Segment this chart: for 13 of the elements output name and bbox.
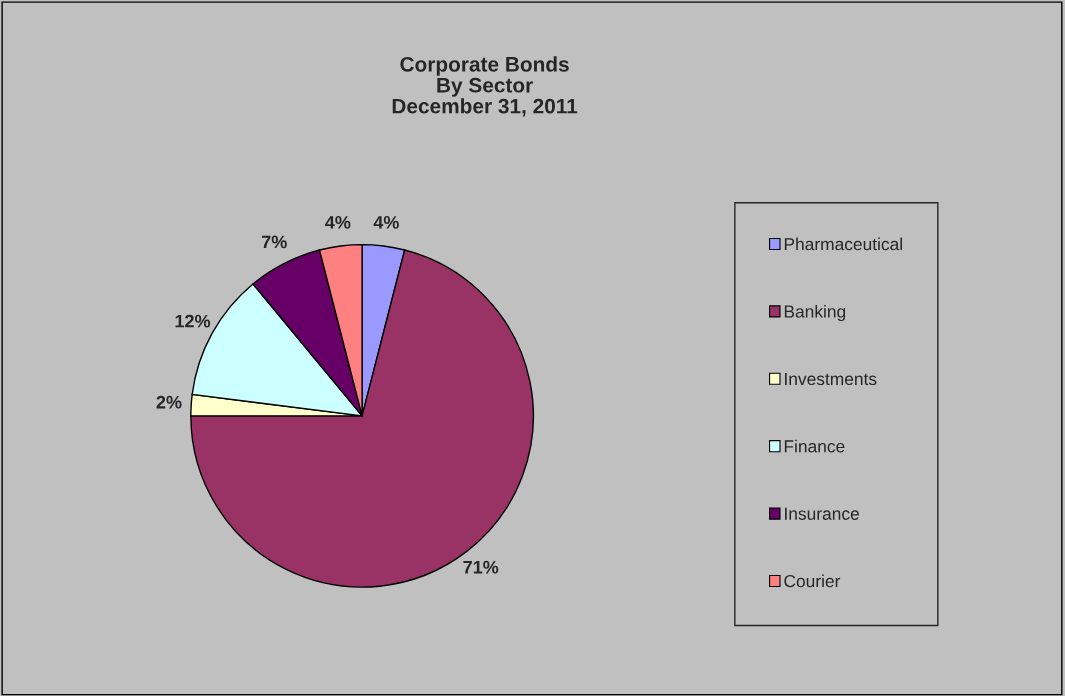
legend-label: Investments [785,372,877,386]
data-label: 2% [156,395,182,409]
legend-label: Finance [784,439,845,453]
data-label: 12% [175,314,211,328]
data-label: 4% [373,215,399,229]
chart-title: Corporate Bonds By Sector December 31, 2011 [392,56,578,117]
data-label: 71% [463,560,499,574]
legend-label: Courier [784,574,841,588]
data-label: 7% [261,235,287,249]
legend-label: Pharmaceutical [784,237,902,251]
legend-label: Insurance [785,507,859,520]
data-label: 4% [325,215,351,229]
legend-label: Banking [784,304,846,322]
